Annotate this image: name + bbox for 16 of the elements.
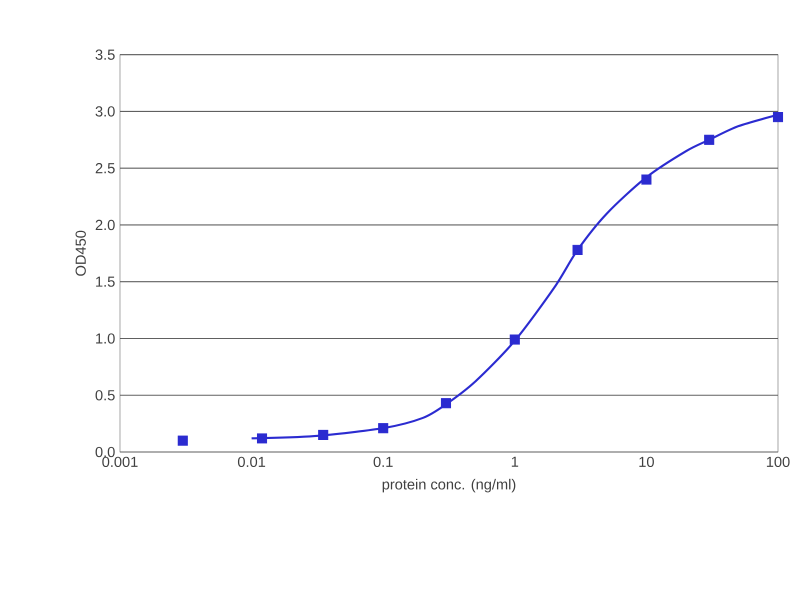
x-tick-label: 1 bbox=[512, 456, 518, 467]
x-tick-label: 0.01 bbox=[238, 456, 266, 468]
y-tick-label: 1.0 bbox=[96, 333, 115, 344]
x-tick-label: 100 bbox=[766, 456, 790, 468]
y-tick-label: 1.5 bbox=[96, 276, 115, 287]
y-tick-label: 3.5 bbox=[96, 50, 115, 60]
y-tick-label: 2.5 bbox=[96, 163, 115, 174]
x-tick-label: 0.1 bbox=[374, 456, 393, 468]
y-axis-title: OD450 bbox=[76, 230, 86, 276]
x-tick-label: 10 bbox=[639, 456, 654, 468]
x-tick-label: 0.001 bbox=[102, 456, 138, 468]
y-tick-label: 3.0 bbox=[96, 106, 115, 117]
y-tick-label: 0.5 bbox=[96, 390, 115, 400]
y-tick-label: 0.0 bbox=[96, 446, 115, 458]
y-tick-label: 2.0 bbox=[96, 220, 115, 230]
x-axis-title: protein conc. (ng/ml) bbox=[382, 478, 516, 492]
